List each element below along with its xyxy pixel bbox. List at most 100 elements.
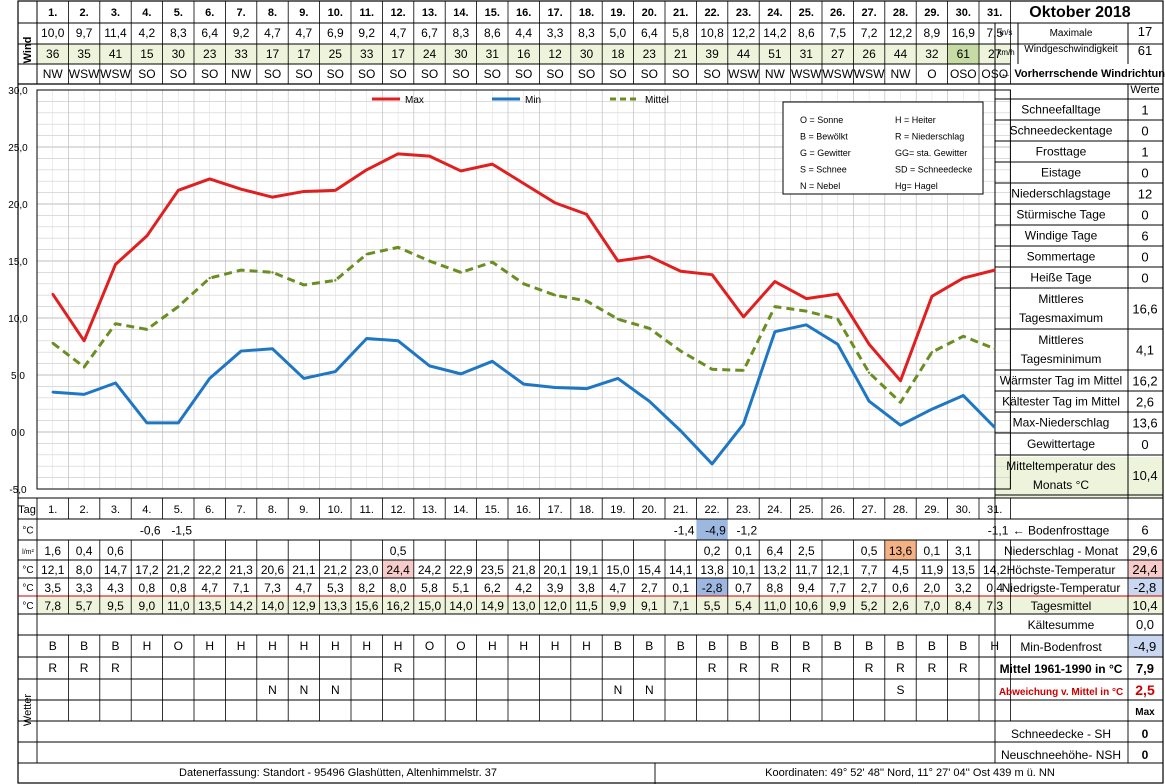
werte-label-line: Mittleres: [1038, 292, 1083, 306]
data-point-min: [271, 347, 274, 350]
min-value: 8,8: [767, 581, 784, 595]
day-number-header: 6.: [205, 7, 214, 19]
werte-value: 0: [1141, 166, 1148, 181]
data-point-min: [396, 339, 400, 342]
tmax-max-cell: [382, 560, 414, 578]
weather-code: H: [205, 639, 214, 653]
max-value: 15,4: [638, 563, 662, 577]
wind-speed-kmh: 51: [768, 47, 782, 61]
min-value: 2,7: [641, 581, 658, 595]
weather-code: B: [49, 639, 57, 653]
max-value: 24,2: [418, 563, 442, 577]
data-point-max: [51, 292, 54, 296]
wind-direction: WSW: [854, 67, 885, 81]
wind-speed-kmh: 30: [580, 47, 594, 61]
min-value: 7,7: [829, 581, 846, 595]
werte-value: 13,6: [1132, 416, 1157, 431]
mean-value: 14,2: [229, 599, 253, 613]
day-number-table: 27.: [861, 504, 876, 516]
min-row-label: Niedrigste-Temperatur: [1002, 581, 1121, 595]
wind-speed-kmh: 30: [172, 47, 186, 61]
werte-label-line: Monats °C: [1033, 478, 1089, 492]
wind-direction: SO: [358, 67, 375, 81]
mean-value: 5,5: [704, 599, 721, 613]
wind-speed-kmh: 31: [800, 47, 814, 61]
weather-code: O: [425, 639, 434, 653]
day-number-table: 18.: [579, 504, 594, 516]
bodenfrost-label: Min-Bodenfrost: [1020, 640, 1102, 654]
wind-direction: SO: [578, 67, 595, 81]
min-unit: °C: [22, 583, 33, 594]
wind-speed-kmh: 17: [391, 47, 405, 61]
wind-direction: SO: [515, 67, 532, 81]
day-number-table: 13.: [422, 504, 437, 516]
max-value: 20,6: [261, 563, 285, 577]
day-number-table: 30.: [956, 504, 971, 516]
wind-direction: SO: [138, 67, 155, 81]
weather-code: R: [80, 661, 89, 675]
y-tick-label: 30,0: [8, 86, 28, 97]
wind-direction: O: [927, 67, 936, 81]
mean-value: 9,0: [139, 599, 156, 613]
day-number-header: 23.: [736, 7, 751, 19]
mean-value: 14,0: [261, 599, 285, 613]
rain-value: 0,4: [76, 544, 93, 558]
data-point-max: [239, 187, 243, 191]
max-value: 10,1: [732, 563, 756, 577]
tmin-min-cell: [696, 578, 728, 596]
data-point-min: [145, 421, 149, 425]
weather-code: N: [331, 683, 340, 697]
data-point-min: [616, 377, 620, 380]
max-wind-kmh: 61: [1138, 43, 1152, 58]
werte-label-line: Mitteltemperatur des: [1006, 459, 1115, 473]
data-point-max: [616, 259, 620, 263]
wind-speed-ms: 3,3: [547, 26, 564, 40]
weather-code: H: [268, 639, 277, 653]
werte-label: Kältester Tag im Mittel: [1002, 395, 1120, 409]
max-wind-label-2: Windgeschwindigkeit: [1024, 44, 1118, 55]
mean-value: 5,4: [735, 599, 752, 613]
month-title: Oktober 2018: [1029, 4, 1130, 21]
day-number-table: 28.: [893, 504, 908, 516]
mean-value: 8,4: [955, 599, 972, 613]
max-value: 15,0: [606, 563, 630, 577]
tmax-total-cell: [1128, 560, 1163, 578]
day-number-header: 31.: [987, 7, 1002, 19]
mean-value: 9,9: [610, 599, 627, 613]
werte-header: Werte: [1130, 84, 1159, 96]
day-number-header: 2.: [80, 7, 89, 19]
weather-code: R: [802, 661, 811, 675]
day-number-table: 15.: [485, 504, 500, 516]
day-number-table: 5.: [174, 504, 183, 516]
max-value: 20,1: [543, 563, 567, 577]
min-value: 5,1: [453, 581, 470, 595]
data-point-mittel: [805, 309, 808, 313]
werte-value: 0: [1141, 271, 1148, 286]
wind-speed-ms: 12,2: [889, 26, 913, 40]
wind-speed-kmh: 36: [46, 47, 60, 61]
data-point-max: [585, 213, 588, 216]
wind-speed-kmh: 23: [203, 47, 217, 61]
data-point-min: [491, 360, 494, 363]
data-point-mittel: [930, 351, 934, 354]
data-point-min: [428, 364, 431, 368]
weather-code: B: [614, 639, 622, 653]
weather-code: H: [237, 639, 246, 653]
data-point-min: [742, 422, 745, 426]
data-point-mittel: [522, 282, 525, 285]
mean-value: 7,0: [924, 599, 941, 613]
weather-code: R: [959, 661, 968, 675]
mean-value: 11,0: [764, 599, 787, 613]
max-value: 12,1: [41, 563, 65, 577]
wind-speed-kmh: 18: [611, 47, 625, 61]
werte-value: 1: [1141, 103, 1148, 118]
mean-value: 9,1: [641, 599, 658, 613]
max-value: 11,9: [921, 563, 944, 577]
weather-code: R: [928, 661, 937, 675]
wind-speed-kmh: 33: [234, 47, 248, 61]
data-point-min: [459, 372, 463, 376]
frost-min-cell: [696, 519, 728, 540]
wind-speed-kmh: 31: [486, 47, 500, 61]
wind-speed-ms: 9,7: [76, 26, 93, 40]
max-value: 11,7: [795, 563, 818, 577]
